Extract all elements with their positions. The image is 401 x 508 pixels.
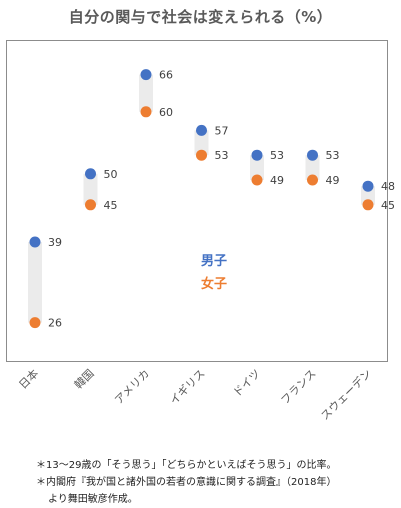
male-value-label-cat-4: 53	[270, 149, 284, 162]
chart-canvas: 39 26 日本 50 45 韓国 66 60 アメリカ 57 53 イギリス 53 49 ドイツ 53 49 フ…	[16, 69, 395, 423]
female-value-label-cat-0: 26	[48, 317, 62, 330]
male-point-cat-5	[307, 149, 318, 161]
male-point-cat-3	[196, 124, 207, 136]
female-point-cat-4	[251, 174, 263, 186]
female-value-label-cat-4: 49	[270, 174, 284, 187]
female-value-label-cat-6: 45	[381, 199, 395, 212]
category-label-cat-1: 韓国	[72, 367, 97, 392]
female-point-cat-2	[140, 106, 152, 118]
male-value-label-cat-0: 39	[48, 236, 62, 249]
category-label-cat-3: イギリス	[167, 367, 207, 407]
male-point-cat-0	[29, 236, 41, 248]
category-label-cat-0: 日本	[16, 366, 41, 391]
female-value-label-cat-1: 45	[104, 199, 118, 212]
category-label-cat-2: アメリカ	[112, 367, 152, 407]
female-point-cat-5	[307, 174, 318, 186]
legend-female: 女子	[201, 276, 227, 292]
male-point-cat-1	[85, 168, 96, 180]
range-band-cat-1	[83, 173, 98, 205]
range-band-cat-0	[28, 242, 42, 323]
male-point-cat-4	[251, 149, 263, 161]
male-value-label-cat-6: 48	[381, 180, 395, 193]
legend-male: 男子	[201, 254, 227, 269]
plot-area	[6, 40, 388, 362]
footnote-author: より舞田敏彦作成。	[48, 494, 138, 505]
female-value-label-cat-2: 60	[159, 106, 173, 119]
footnote-definition: ＊13～29歳の「そう思う」「どちらかといえばそう思う」の比率。	[36, 460, 337, 471]
chart-title: 自分の関与で社会は変えられる（%）	[68, 8, 333, 26]
category-label-cat-6: スウェーデン	[318, 366, 375, 423]
male-point-cat-2	[140, 69, 152, 81]
male-value-label-cat-2: 66	[159, 69, 173, 82]
range-band-cat-5	[305, 155, 320, 180]
female-point-cat-6	[362, 199, 374, 211]
male-point-cat-6	[362, 180, 374, 192]
range-band-cat-6	[361, 186, 375, 205]
footnote-source: ＊内閣府『我が国と諸外国の若者の意識に関する調査』（2018年）	[36, 477, 337, 488]
category-label-cat-4: ドイツ	[231, 367, 264, 400]
male-value-label-cat-3: 57	[215, 124, 229, 137]
female-point-cat-0	[29, 317, 41, 329]
female-point-cat-3	[196, 149, 207, 161]
female-point-cat-1	[85, 199, 96, 211]
female-value-label-cat-5: 49	[326, 174, 340, 187]
range-band-cat-2	[139, 74, 153, 112]
male-value-label-cat-1: 50	[104, 168, 118, 181]
female-value-label-cat-3: 53	[215, 149, 229, 162]
range-band-cat-3	[194, 130, 209, 156]
male-value-label-cat-5: 53	[326, 149, 340, 162]
range-band-cat-4	[250, 155, 264, 180]
category-label-cat-5: フランス	[278, 367, 318, 407]
